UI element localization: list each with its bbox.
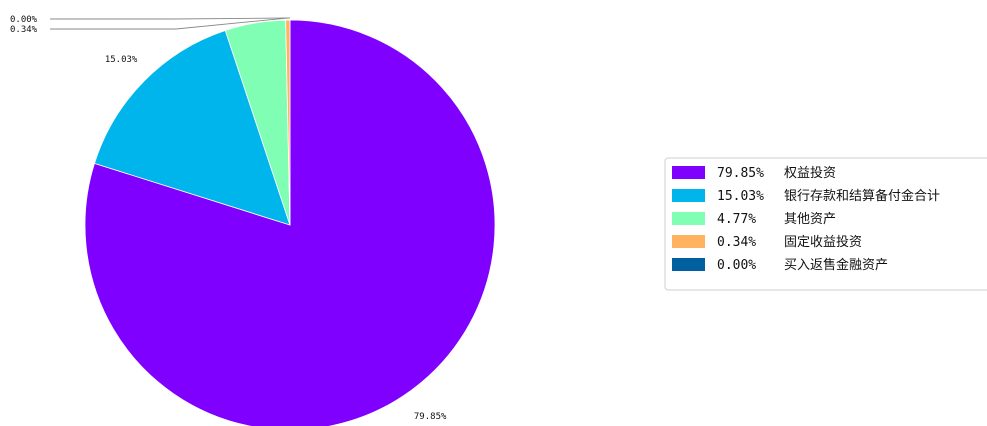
legend-swatch: [672, 212, 705, 225]
leader-line: [50, 17, 291, 20]
leader-line: [50, 17, 288, 30]
pie-slice: [285, 19, 291, 226]
slice-percent-label: 79.85%: [414, 412, 447, 422]
legend: 79.85% 权益投资 15.03% 银行存款和结算备付金合计 4.77% 其他资产 0.3…: [664, 157, 987, 291]
legend-swatch: [672, 258, 705, 271]
pie-slices: [84, 19, 496, 426]
legend-label: 权益投资: [784, 165, 836, 181]
legend-swatch: [672, 235, 705, 248]
legend-label: 银行存款和结算备付金合计: [784, 188, 940, 204]
slice-percent-label: 15.03%: [105, 55, 138, 65]
legend-percent: 4.77%: [717, 212, 756, 227]
legend-swatch: [672, 189, 705, 202]
slice-percent-label: 0.00%: [10, 15, 38, 25]
legend-label: 买入返售金融资产: [784, 257, 888, 273]
legend-percent: 79.85%: [717, 166, 764, 181]
leader-lines: [50, 17, 291, 30]
legend-label: 其他资产: [784, 212, 836, 227]
legend-percent: 15.03%: [717, 189, 764, 204]
legend-swatch: [672, 166, 705, 179]
legend-percent: 0.00%: [717, 258, 756, 273]
slice-labels: 79.85%15.03%4.77%0.34%0.00%: [10, 15, 447, 422]
legend-frame: [664, 157, 987, 291]
legend-percent: 0.34%: [717, 235, 756, 250]
slice-percent-label: 0.34%: [10, 25, 38, 35]
legend-label: 固定收益投资: [784, 234, 862, 250]
